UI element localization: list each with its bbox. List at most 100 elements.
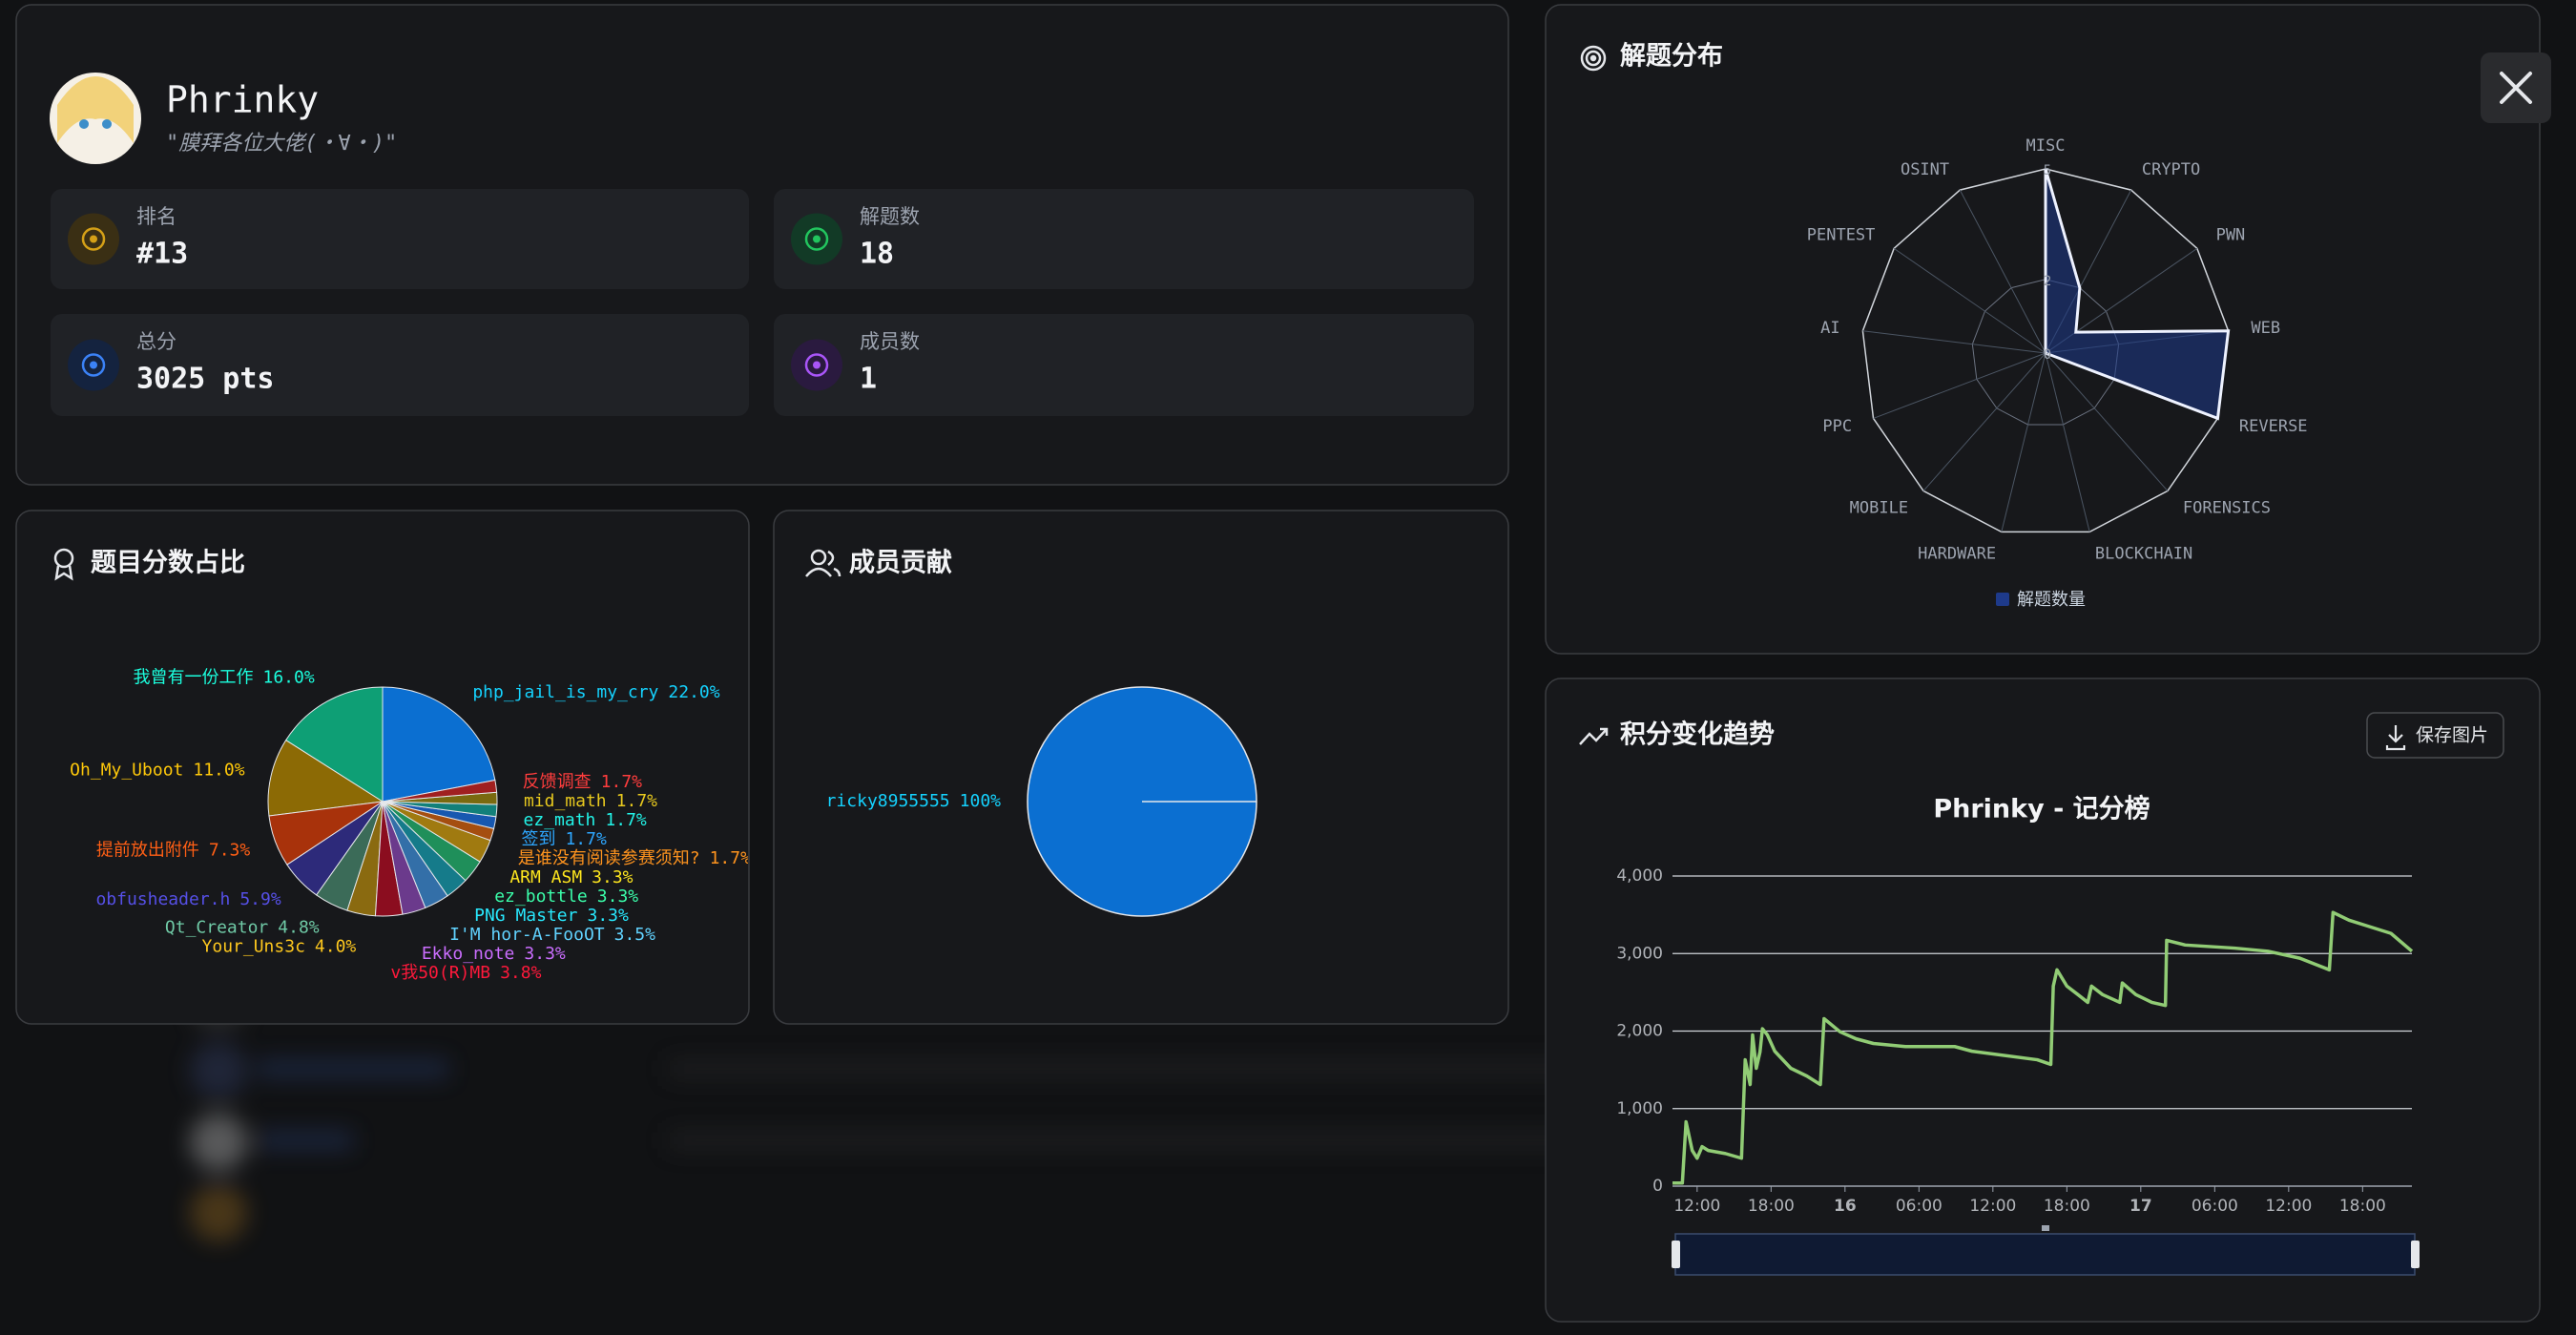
- radar-spoke: [1922, 352, 2046, 491]
- pie-label-value: 1.7%: [565, 829, 607, 849]
- y-tick-label: 4,000: [1616, 866, 1663, 886]
- stat-icon: [804, 353, 829, 377]
- pie-label-value: 3.3%: [587, 906, 629, 926]
- radar-axis-label: MOBILE: [1850, 498, 1908, 517]
- pie-label-name: Oh_My_Uboot: [70, 761, 183, 781]
- pie-label: obfusheader.h 5.9%: [95, 889, 280, 909]
- radar-spoke: [2001, 352, 2046, 532]
- radar-ring: [1971, 279, 2120, 426]
- slider-handle[interactable]: [1672, 1241, 1680, 1268]
- x-tick-label: 18:00: [2044, 1197, 2090, 1216]
- slider-track[interactable]: [1674, 1233, 2416, 1276]
- stat-value: 3025 pts: [136, 363, 275, 396]
- stat-card: [774, 189, 1474, 289]
- pie-label-name: 提前放出附件: [96, 840, 199, 860]
- pie-label: 反馈调查 1.7%: [523, 772, 643, 792]
- pie-slice: [284, 686, 384, 803]
- trend-icon: [1579, 727, 1609, 745]
- pie-label: 提前放出附件 7.3%: [96, 840, 251, 860]
- stat-label: 排名: [136, 205, 177, 228]
- pie-label-value: 4.0%: [315, 936, 357, 956]
- pie-label: v我50(R)MB 3.8%: [390, 963, 541, 983]
- pie-label-value: 4.8%: [278, 917, 320, 937]
- radar-axis-label: WEB: [2251, 319, 2280, 338]
- radar-axis-label: PENTEST: [1807, 226, 1876, 245]
- pie-label-name: 是谁没有阅读参赛须知?: [518, 848, 700, 868]
- distribution-panel: [1545, 4, 2541, 655]
- stat-card: [774, 314, 1474, 416]
- pie-label-value: 1.7%: [601, 772, 643, 792]
- download-icon: [2385, 725, 2406, 751]
- x-tick-label: 17: [2129, 1197, 2152, 1216]
- team-name: Phrinky: [166, 79, 319, 121]
- pie-label: ez_math 1.7%: [524, 810, 647, 830]
- radar-spoke: [1873, 352, 2046, 419]
- radar-spoke: [1862, 330, 2046, 354]
- x-tick-label: 06:00: [1896, 1197, 1942, 1216]
- pie-label-name: obfusheader.h: [95, 889, 230, 909]
- stat-value: #13: [136, 238, 188, 271]
- pie-label-value: 1.7%: [605, 810, 647, 830]
- stat-icon: [90, 235, 97, 243]
- x-tick-label: 18:00: [1748, 1197, 1795, 1216]
- legend-label: 解题数量: [2017, 590, 2086, 610]
- y-tick-label: 2,000: [1616, 1022, 1663, 1041]
- stat-icon: [90, 361, 97, 369]
- users-icon: [805, 549, 841, 577]
- pie-label: 是谁没有阅读参赛须知? 1.7%: [518, 848, 751, 868]
- score-pie: php_jail_is_my_cry 22.0% 我曾有一份工作 16.0% Oh_My…: [70, 667, 751, 983]
- radar-area: [2044, 168, 2231, 421]
- pie-label-name: Your_Uns3c: [202, 936, 305, 956]
- pie-label-value: 22.0%: [668, 682, 719, 702]
- pie-label-name: ez_math: [524, 810, 596, 830]
- radar-tick-label: 2: [2044, 274, 2051, 289]
- pie-label: 签到 1.7%: [521, 829, 607, 849]
- x-tick-label: 12:00: [2265, 1197, 2312, 1216]
- panel-title: 积分变化趋势: [1620, 720, 1775, 750]
- target-icon: [1580, 45, 1607, 72]
- pie-label-name: ricky8955555: [826, 791, 950, 811]
- stat-card: [51, 314, 749, 416]
- close-icon[interactable]: [2500, 72, 2532, 104]
- stat-icon: [804, 227, 829, 251]
- stat-value: 18: [860, 238, 894, 271]
- save-button-frame[interactable]: [2366, 712, 2504, 759]
- background-blur: [190, 973, 1622, 1241]
- panel-title: 成员贡献: [849, 549, 952, 578]
- stats: 排名 #13 解题数 18 总分 3025 pts 成员数 1: [51, 189, 1474, 416]
- save-button[interactable]: 保存图片: [2366, 712, 2504, 759]
- pie-label: I'M hor-A-FooOT 3.5%: [449, 925, 655, 945]
- pie-label-value: 16.0%: [263, 667, 315, 687]
- radar-axis-label: MISC: [2026, 136, 2066, 156]
- award-icon: [53, 548, 74, 581]
- pie-label: ARM ASM 3.3%: [509, 867, 633, 887]
- y-tick-label: 0: [1652, 1177, 1663, 1196]
- x-tick-label: 12:00: [1969, 1197, 2016, 1216]
- panel-title: 题目分数占比: [91, 549, 245, 578]
- pie-label-value: 3.3%: [592, 867, 634, 887]
- pie-label-value: 3.3%: [597, 887, 639, 907]
- pie-label: PNG Master 3.3%: [474, 906, 629, 926]
- slider-grip[interactable]: [2042, 1225, 2049, 1231]
- radar-axis-label: PPC: [1822, 417, 1852, 436]
- pie-slice: [382, 686, 496, 803]
- pie-label-name: I'M hor-A-FooOT: [449, 925, 605, 945]
- pie-label-value: 100%: [960, 791, 1002, 811]
- close-button[interactable]: [2481, 52, 2551, 123]
- zoom-slider[interactable]: [1672, 1225, 2420, 1276]
- radar-spoke: [2045, 352, 2169, 491]
- pie-label-value: 3.8%: [500, 963, 542, 983]
- pie-label: Ekko_note 3.3%: [422, 944, 566, 964]
- slider-handle[interactable]: [2411, 1241, 2420, 1268]
- radar-axis-label: FORENSICS: [2183, 498, 2271, 517]
- pie-label-name: ez_bottle: [494, 887, 588, 907]
- pie-slice: [382, 779, 498, 803]
- radar-tick-label: 5: [2044, 163, 2051, 178]
- radar-axis-label: AI: [1820, 319, 1839, 338]
- y-tick-label: 1,000: [1616, 1099, 1663, 1118]
- pie-label-value: 5.9%: [239, 889, 281, 909]
- chart-title: Phrinky - 记分榜: [1933, 794, 2150, 824]
- save-button-label[interactable]: 保存图片: [2416, 725, 2488, 746]
- pie-label-value: 1.7%: [616, 791, 658, 811]
